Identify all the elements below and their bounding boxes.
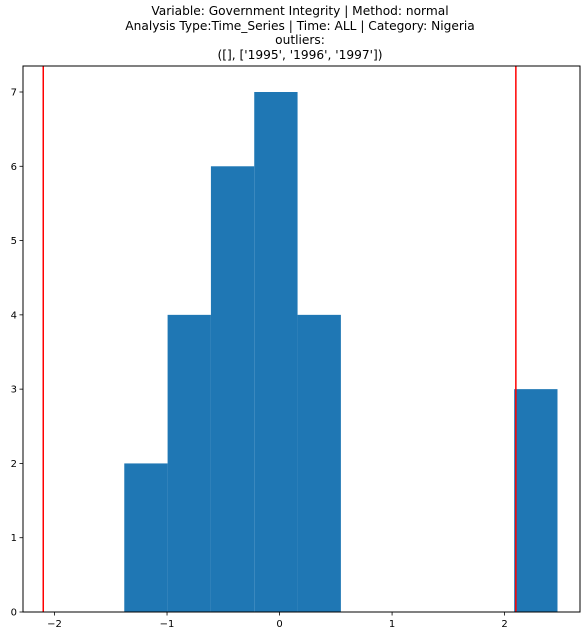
y-tick-label: 4 <box>11 310 17 321</box>
y-tick-label: 6 <box>11 162 17 173</box>
y-tick-label: 2 <box>11 459 17 470</box>
y-axis: 0 1 2 3 4 5 6 7 <box>11 88 23 619</box>
x-tick-label: −1 <box>160 619 175 630</box>
y-tick-label: 0 <box>11 608 17 619</box>
histogram-bar-9 <box>514 389 557 612</box>
histogram-bar-2 <box>211 166 254 612</box>
histogram-bar-0 <box>124 463 167 612</box>
histogram-bar-4 <box>298 315 341 612</box>
bars-group <box>124 92 557 612</box>
y-tick-label: 5 <box>11 236 17 247</box>
histogram-bar-1 <box>168 315 211 612</box>
y-tick-label: 7 <box>11 88 17 99</box>
x-tick-label: 1 <box>389 619 395 630</box>
histogram-bar-3 <box>254 92 297 612</box>
x-tick-label: 0 <box>276 619 282 630</box>
x-tick-label: 2 <box>501 619 507 630</box>
y-tick-label: 1 <box>11 533 17 544</box>
x-tick-label: −2 <box>47 619 62 630</box>
y-tick-label: 3 <box>11 385 17 396</box>
x-axis: −2 −1 0 1 2 <box>47 612 508 630</box>
